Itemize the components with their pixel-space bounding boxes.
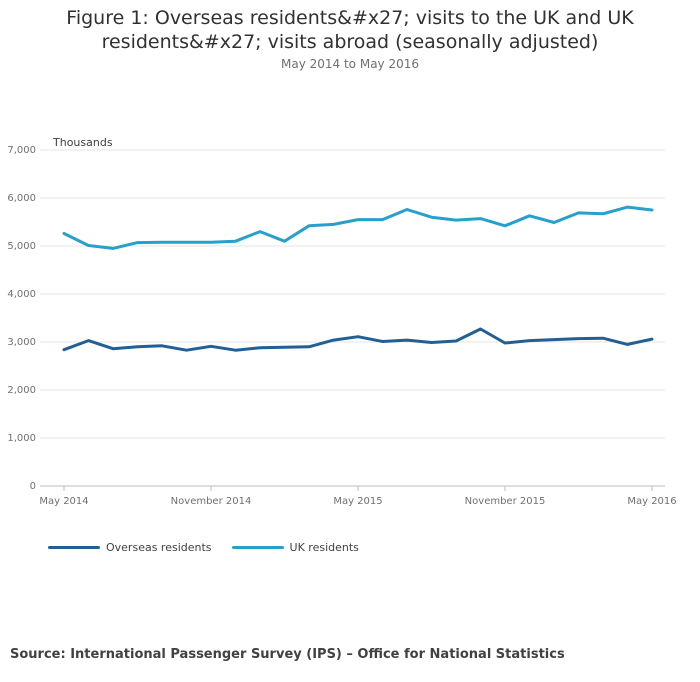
data-point-overseas[interactable] <box>258 346 262 349</box>
data-point-uk[interactable] <box>111 247 115 250</box>
data-point-overseas[interactable] <box>160 344 164 348</box>
data-point-uk[interactable] <box>258 230 262 233</box>
data-point-uk[interactable] <box>160 240 164 244</box>
data-point-uk[interactable] <box>381 218 384 221</box>
legend-item-uk[interactable]: UK residents <box>231 541 359 554</box>
series-line-overseas[interactable] <box>62 327 654 352</box>
data-point-overseas[interactable] <box>454 339 458 343</box>
data-point-uk[interactable] <box>479 217 482 220</box>
data-point-uk[interactable] <box>356 218 360 221</box>
data-point-uk[interactable] <box>528 214 531 217</box>
y-tick-label: 5,000 <box>7 241 36 252</box>
legend-swatch-uk <box>231 546 284 549</box>
data-point-overseas[interactable] <box>209 345 213 348</box>
data-point-overseas[interactable] <box>381 340 384 343</box>
data-point-uk[interactable] <box>503 224 507 228</box>
source-note: Source: International Passenger Survey (… <box>10 647 565 662</box>
legend-swatch-overseas <box>48 546 100 549</box>
data-point-uk[interactable] <box>283 240 286 243</box>
y-tick-label: 1,000 <box>7 433 36 444</box>
data-point-overseas[interactable] <box>405 338 409 342</box>
y-axis: 0 1,000 2,000 3,000 4,000 5,000 6,000 7,000 <box>7 145 36 492</box>
x-tick-label: May 2016 <box>627 496 676 507</box>
data-point-uk[interactable] <box>626 205 629 209</box>
data-point-uk[interactable] <box>430 216 433 219</box>
legend-label-uk: UK residents <box>289 541 359 554</box>
series-line-uk[interactable] <box>62 205 654 250</box>
y-tick-label: 0 <box>30 481 36 492</box>
data-point-overseas[interactable] <box>577 337 580 340</box>
data-point-uk[interactable] <box>577 211 580 215</box>
data-point-overseas[interactable] <box>650 337 654 341</box>
data-point-uk[interactable] <box>307 224 311 228</box>
data-point-uk[interactable] <box>650 208 654 212</box>
y-tick-label: 6,000 <box>7 193 36 204</box>
x-tick-label: May 2015 <box>333 496 382 507</box>
x-tick-label: November 2014 <box>171 496 252 507</box>
legend-label-overseas: Overseas residents <box>106 541 212 554</box>
data-point-overseas[interactable] <box>87 339 90 342</box>
data-point-overseas[interactable] <box>111 347 115 350</box>
x-tick-label: May 2014 <box>39 496 88 507</box>
data-point-overseas[interactable] <box>430 341 433 344</box>
chart-subtitle: May 2014 to May 2016 <box>281 57 419 71</box>
data-point-overseas[interactable] <box>356 335 360 338</box>
data-point-uk[interactable] <box>332 223 335 226</box>
data-point-overseas[interactable] <box>283 346 286 349</box>
data-point-uk[interactable] <box>552 221 556 224</box>
y-tick-label: 2,000 <box>7 385 36 396</box>
legend: Overseas residents UK residents <box>48 541 359 554</box>
data-point-uk[interactable] <box>454 218 458 222</box>
data-point-uk[interactable] <box>62 232 66 235</box>
y-tick-label: 7,000 <box>7 145 36 156</box>
y-axis-label: Thousands <box>52 136 113 149</box>
data-point-overseas[interactable] <box>552 338 556 341</box>
data-point-overseas[interactable] <box>136 345 139 348</box>
y-tick-label: 4,000 <box>7 289 36 300</box>
data-point-overseas[interactable] <box>234 348 237 352</box>
data-point-overseas[interactable] <box>307 345 311 348</box>
data-point-overseas[interactable] <box>626 343 629 346</box>
data-point-uk[interactable] <box>87 244 90 247</box>
legend-item-overseas[interactable]: Overseas residents <box>48 541 212 554</box>
data-point-overseas[interactable] <box>479 327 482 331</box>
data-point-overseas[interactable] <box>185 348 188 352</box>
data-point-overseas[interactable] <box>601 336 605 340</box>
data-point-overseas[interactable] <box>62 348 66 351</box>
data-point-overseas[interactable] <box>332 338 335 342</box>
x-axis: May 2014 November 2014 May 2015 November 20… <box>39 485 677 507</box>
x-tick-label: November 2015 <box>465 496 546 507</box>
data-point-uk[interactable] <box>405 208 409 211</box>
chart-title: Figure 1: Overseas residents&#x27; visit… <box>66 7 634 53</box>
data-point-uk[interactable] <box>234 240 237 243</box>
gridlines <box>40 149 665 439</box>
data-point-overseas[interactable] <box>503 341 507 345</box>
y-tick-label: 3,000 <box>7 337 36 348</box>
data-point-uk[interactable] <box>185 240 188 244</box>
data-point-uk[interactable] <box>601 212 605 216</box>
series-lines <box>62 205 654 352</box>
data-point-uk[interactable] <box>209 240 213 244</box>
data-point-overseas[interactable] <box>528 339 531 342</box>
data-point-uk[interactable] <box>136 241 139 244</box>
